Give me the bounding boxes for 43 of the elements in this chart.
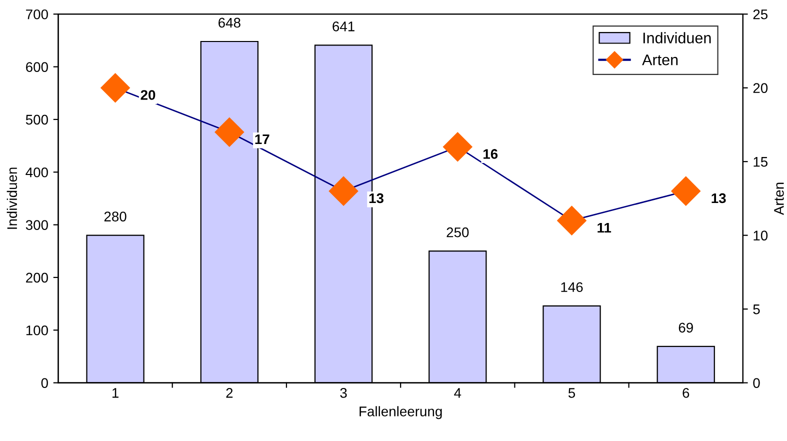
- data-label: 69: [678, 322, 693, 333]
- point: [556, 206, 587, 236]
- point: [442, 132, 473, 162]
- y-tick-label: 100: [26, 325, 48, 336]
- x-tick-label: 3: [340, 388, 347, 398]
- y-tick-label: 600: [26, 62, 48, 72]
- y2-tick-label: 25: [753, 9, 768, 20]
- x-tick-label: 1: [112, 388, 118, 398]
- legend-label: Arten: [642, 54, 678, 66]
- x-tick-label: 5: [568, 388, 576, 398]
- x-tick-label: 6: [682, 388, 690, 398]
- point: [100, 72, 130, 103]
- y-axis-title: Individuen: [6, 168, 18, 229]
- y-tick-label: 400: [26, 167, 48, 178]
- y-tick-label: 300: [26, 220, 48, 230]
- data-label: 20: [140, 90, 156, 100]
- y2-tick-label: 20: [753, 83, 768, 94]
- x-tick-label: 4: [454, 388, 462, 398]
- data-label: 641: [332, 21, 354, 32]
- y2-tick-label: 0: [753, 378, 760, 388]
- y2-tick-label: 5: [753, 304, 760, 314]
- y2-tick-label: 10: [754, 230, 768, 240]
- point: [214, 117, 244, 147]
- point: [328, 176, 358, 206]
- y-tick-label: 700: [26, 9, 48, 20]
- data-label: 648: [218, 18, 240, 28]
- y-tick-label: 0: [41, 378, 48, 388]
- data-label: 280: [104, 212, 126, 222]
- point: [670, 176, 701, 206]
- data-label: 17: [255, 134, 270, 144]
- x-axis-title: Fallenleerung: [360, 406, 442, 420]
- y2-tick-label: 15: [754, 157, 768, 167]
- y-tick-label: 500: [26, 114, 48, 125]
- data-label: 13: [369, 193, 384, 204]
- y2-axis-title: Arten: [774, 182, 784, 216]
- data-label: 16: [484, 149, 498, 159]
- x-tick-label: 2: [226, 388, 233, 398]
- y-tick-label: 200: [26, 272, 48, 283]
- data-label: 13: [712, 193, 726, 204]
- legend-label: Individuen: [643, 32, 711, 44]
- data-label: 146: [561, 282, 583, 292]
- data-label: 11: [598, 222, 612, 232]
- data-label: 250: [446, 227, 469, 238]
